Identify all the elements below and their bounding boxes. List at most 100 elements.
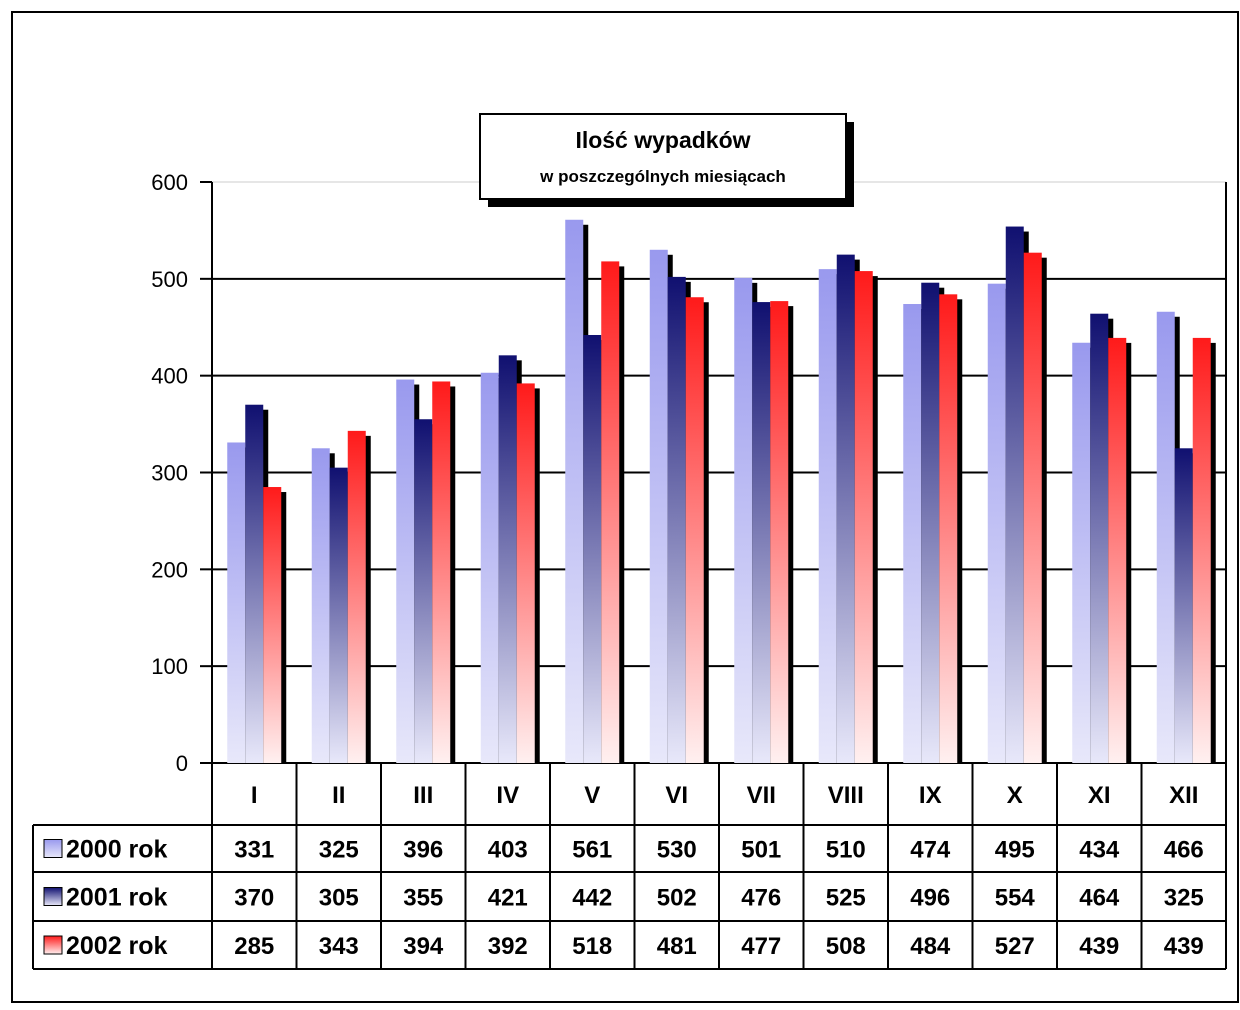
data-label: 501 <box>741 837 781 864</box>
data-label: 477 <box>741 933 781 960</box>
x-tick-label: II <box>332 782 345 809</box>
x-tick-label: VII <box>747 782 776 809</box>
bar-2002-rok-V <box>601 261 620 763</box>
data-label: 439 <box>1164 933 1204 960</box>
chart-title: Ilość wypadków <box>575 127 750 153</box>
x-tick-label: XII <box>1169 782 1198 809</box>
bar-2001-rok-VIII <box>836 254 855 763</box>
data-label: 518 <box>572 933 612 960</box>
legend-swatch <box>43 935 63 955</box>
chart-subtitle: w poszczególnych miesiącach <box>539 167 786 186</box>
y-tick-label: 400 <box>151 364 188 389</box>
data-label: 510 <box>826 837 866 864</box>
data-label: 508 <box>826 933 866 960</box>
x-tick-label: III <box>413 782 433 809</box>
bar-2000-rok-XI <box>1072 342 1091 763</box>
bar-2001-rok-VI <box>667 276 686 763</box>
bar-2002-rok-IV <box>516 383 535 763</box>
x-tick-label: VIII <box>828 782 864 809</box>
legend-label: 2001 rok <box>66 884 168 912</box>
data-label: 370 <box>234 885 274 912</box>
data-label: 466 <box>1164 837 1204 864</box>
data-label: 527 <box>995 933 1035 960</box>
bar-2000-rok-III <box>396 379 415 763</box>
bar-2001-rok-X <box>1005 226 1024 763</box>
data-label: 474 <box>910 837 951 864</box>
legend-label: 2002 rok <box>66 932 168 960</box>
legend-swatch <box>43 887 63 906</box>
bar-2001-rok-II <box>329 467 348 763</box>
bar-2001-rok-XI <box>1090 313 1109 763</box>
bar-2000-rok-XII <box>1156 311 1175 763</box>
bar-2002-rok-II <box>347 430 366 763</box>
bar-2000-rok-IX <box>903 304 922 763</box>
legend-swatch <box>43 839 63 858</box>
bar-2002-rok-VI <box>685 297 704 763</box>
bars <box>227 219 1216 764</box>
data-label: 421 <box>488 885 528 912</box>
x-tick-label: V <box>584 782 600 809</box>
data-label: 305 <box>319 885 359 912</box>
y-tick-label: 300 <box>151 461 188 486</box>
data-label: 464 <box>1079 885 1120 912</box>
data-label: 392 <box>488 933 528 960</box>
y-tick-label: 600 <box>151 170 188 195</box>
bar-2002-rok-VIII <box>854 271 873 763</box>
x-tick-label: XI <box>1088 782 1111 809</box>
data-label: 561 <box>572 837 612 864</box>
chart-title-box: Ilość wypadków w poszczególnych miesiąca… <box>479 113 854 207</box>
bar-2001-rok-IV <box>498 355 517 763</box>
data-label: 502 <box>657 885 697 912</box>
y-tick-label: 0 <box>176 751 188 776</box>
data-label: 476 <box>741 885 781 912</box>
y-tick-label: 500 <box>151 267 188 292</box>
data-label: 325 <box>319 837 359 864</box>
bar-2000-rok-II <box>311 448 330 763</box>
data-label: 343 <box>319 933 359 960</box>
bar-2000-rok-VI <box>649 249 668 764</box>
bar-2001-rok-III <box>414 419 433 763</box>
data-label: 396 <box>403 837 443 864</box>
bar-2002-rok-X <box>1023 252 1042 763</box>
bar-2002-rok-I <box>263 487 282 763</box>
bar-2002-rok-III <box>432 381 451 763</box>
data-label: 554 <box>995 885 1036 912</box>
x-tick-label: I <box>251 782 258 809</box>
y-tick-label: 200 <box>151 557 188 582</box>
data-label: 484 <box>910 933 951 960</box>
data-label: 530 <box>657 837 697 864</box>
bar-2001-rok-I <box>245 404 264 763</box>
bar-2002-rok-VII <box>770 301 789 763</box>
data-label: 481 <box>657 933 697 960</box>
x-tick-label: IX <box>919 782 942 809</box>
bar-2000-rok-VII <box>734 277 753 763</box>
legend-label: 2000 rok <box>66 836 168 864</box>
bar-2002-rok-XI <box>1108 337 1127 763</box>
bar-2002-rok-IX <box>939 294 958 763</box>
data-label: 442 <box>572 885 612 912</box>
data-label: 285 <box>234 933 274 960</box>
bar-2000-rok-V <box>565 219 584 763</box>
bar-2001-rok-XII <box>1174 448 1193 763</box>
x-tick-label: VI <box>665 782 688 809</box>
data-label: 394 <box>403 933 444 960</box>
data-label: 355 <box>403 885 443 912</box>
data-label: 495 <box>995 837 1035 864</box>
data-label: 331 <box>234 837 274 864</box>
data-label: 434 <box>1079 837 1120 864</box>
data-label: 403 <box>488 837 528 864</box>
y-tick-label: 100 <box>151 654 188 679</box>
bar-2001-rok-IX <box>921 282 940 763</box>
x-tick-label: IV <box>496 782 519 809</box>
bar-2001-rok-V <box>583 334 602 763</box>
data-label: 496 <box>910 885 950 912</box>
bar-2000-rok-VIII <box>818 269 837 763</box>
bar-2000-rok-I <box>227 442 246 763</box>
data-label: 439 <box>1079 933 1119 960</box>
bar-2001-rok-VII <box>752 302 771 763</box>
data-label: 525 <box>826 885 866 912</box>
data-label: 325 <box>1164 885 1204 912</box>
